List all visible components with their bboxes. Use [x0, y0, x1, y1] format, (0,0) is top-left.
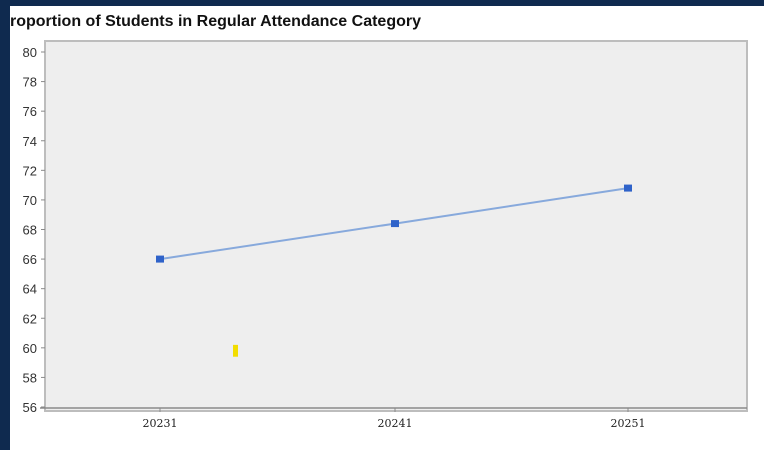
- y-tick-label: 70: [23, 193, 37, 208]
- data-point-marker: [624, 184, 632, 192]
- series-group: [156, 184, 632, 263]
- y-tick-label: 72: [23, 163, 37, 178]
- yellow-marker: [233, 344, 238, 357]
- data-point-marker: [391, 220, 399, 228]
- y-tick-label: 74: [23, 134, 37, 149]
- y-tick-label: 62: [23, 311, 37, 326]
- y-tick-label: 56: [23, 400, 37, 415]
- y-axis-ticks: 56 58 60 62 64 66 68 70 72 74 76 78 80: [23, 45, 45, 415]
- x-tick-label: 20231: [143, 417, 178, 430]
- y-tick-label: 78: [23, 75, 37, 90]
- y-tick-label: 76: [23, 104, 37, 119]
- chart-title: roportion of Students in Regular Attenda…: [10, 13, 421, 30]
- y-tick-label: 64: [23, 282, 37, 297]
- chart-panel: roportion of Students in Regular Attenda…: [10, 6, 764, 450]
- y-tick-label: 60: [23, 341, 37, 356]
- y-tick-label: 58: [23, 370, 37, 385]
- y-tick-label: 66: [23, 252, 37, 267]
- y-tick-label: 68: [23, 223, 37, 238]
- x-tick-label: 20251: [611, 417, 646, 430]
- data-point-marker: [156, 255, 164, 263]
- x-tick-label: 20241: [378, 417, 413, 430]
- x-axis-ticks: 20231 20241 20251: [143, 408, 646, 430]
- y-tick-label: 80: [23, 45, 37, 60]
- annotation-group: [233, 344, 238, 357]
